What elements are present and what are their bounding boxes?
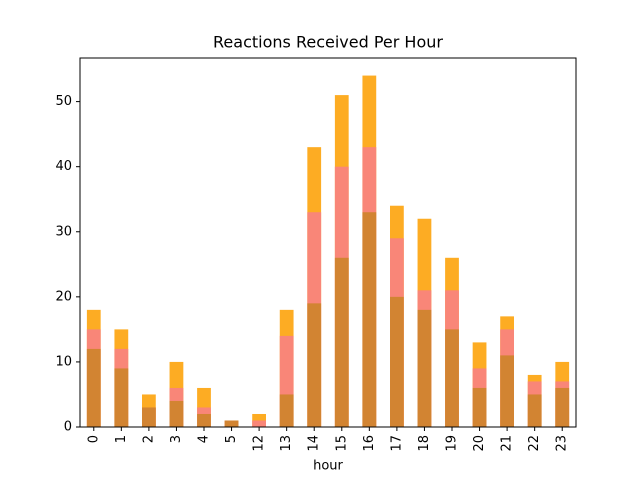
bar [362, 212, 377, 427]
x-tick-label: 21 [500, 435, 515, 452]
x-tick-label: 3 [169, 435, 184, 443]
x-tick-label: 15 [334, 435, 349, 452]
x-tick-label: 5 [224, 435, 239, 443]
x-tick-label: 23 [555, 435, 570, 452]
bar [114, 368, 129, 427]
x-axis-label: hour [313, 459, 343, 474]
x-tick-label: 13 [279, 435, 294, 452]
x-tick-label: 14 [307, 435, 322, 452]
y-tick-label: 50 [55, 94, 72, 109]
x-tick-label: 2 [141, 435, 156, 443]
bar [224, 420, 239, 427]
y-tick-label: 20 [55, 289, 72, 304]
bar [555, 387, 570, 427]
bar [307, 303, 322, 427]
bar [252, 420, 266, 427]
plot-frame [79, 57, 577, 428]
bar [334, 257, 349, 427]
x-tick-label: 18 [417, 435, 432, 452]
x-tick-label: 19 [445, 435, 460, 452]
x-tick-label: 17 [389, 435, 404, 452]
bar [279, 394, 294, 427]
x-tick-label: 12 [252, 435, 267, 452]
x-tick-label: 22 [527, 435, 542, 452]
bar [500, 355, 514, 427]
bar [472, 387, 487, 427]
x-tick-label: 0 [86, 435, 101, 443]
x-tick-label: 20 [472, 435, 487, 452]
bar [527, 394, 542, 427]
y-tick-label: 10 [55, 354, 72, 369]
bar [142, 407, 156, 427]
bar [197, 413, 211, 427]
bar [417, 309, 432, 427]
bar [86, 348, 101, 427]
y-tick-label: 40 [55, 159, 72, 174]
chart-title: Reactions Received Per Hour [213, 33, 443, 52]
y-tick-label: 0 [64, 420, 72, 435]
bar [390, 296, 404, 427]
x-tick-label: 1 [114, 435, 129, 443]
bar [445, 329, 459, 427]
y-tick-label: 30 [55, 224, 72, 239]
x-tick-label: 16 [362, 435, 377, 452]
x-tick-label: 4 [197, 435, 212, 443]
bar [169, 400, 184, 427]
